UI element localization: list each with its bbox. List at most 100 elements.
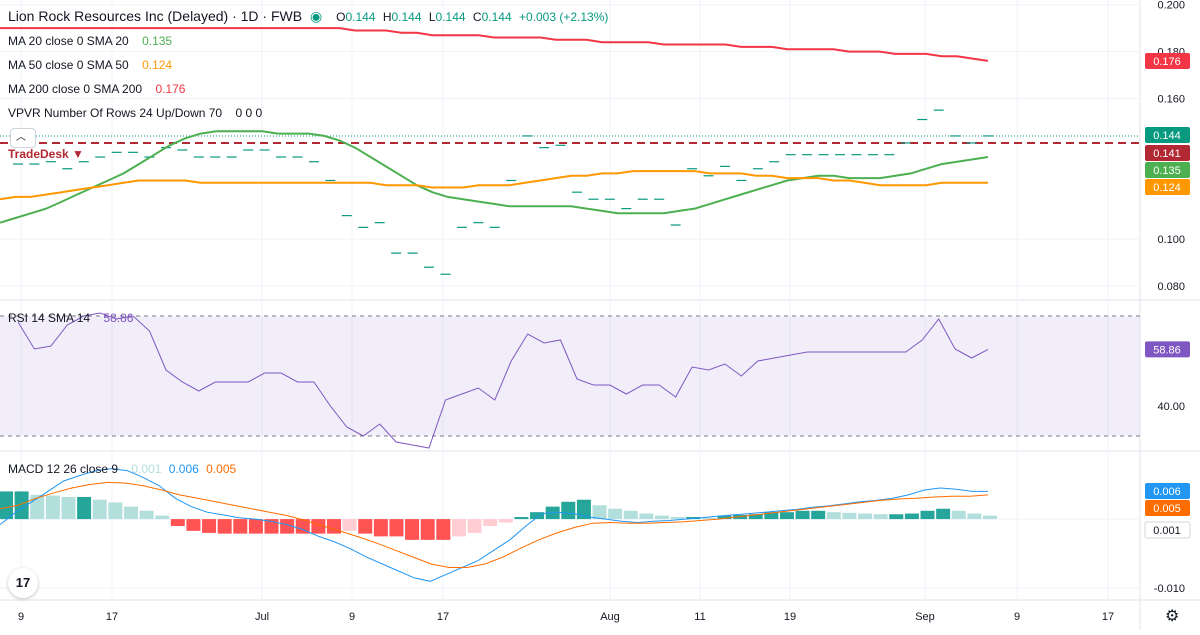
legend-vpvr[interactable]: VPVR Number Of Rows 24 Up/Down 70 0 0 0 bbox=[8, 106, 266, 120]
macd-histogram-bar[interactable] bbox=[779, 512, 794, 520]
macd-histogram-bar[interactable] bbox=[202, 519, 217, 533]
macd-histogram-bar[interactable] bbox=[92, 499, 107, 520]
price-tag: 0.141 bbox=[1145, 145, 1190, 161]
price-tags: 0.176 0.144 0.141 0.135 0.124 58.86 0.006 0.005… bbox=[1144, 53, 1191, 539]
macd-histogram-bar[interactable] bbox=[77, 496, 92, 520]
macd-histogram-bar[interactable] bbox=[233, 519, 248, 534]
macd-histogram-bar[interactable] bbox=[748, 514, 763, 520]
macd-histogram-bar[interactable] bbox=[904, 513, 919, 520]
macd-histogram-bar[interactable] bbox=[623, 510, 638, 520]
rsi-line[interactable] bbox=[17, 312, 989, 449]
gear-icon[interactable]: ⚙ bbox=[1165, 608, 1180, 625]
macd-histogram-bar[interactable] bbox=[264, 519, 279, 534]
ma20-line[interactable] bbox=[0, 130, 989, 224]
macd-histogram-bar[interactable] bbox=[701, 517, 716, 520]
macd-histogram-bar[interactable] bbox=[327, 519, 341, 534]
macd-histogram-bar[interactable] bbox=[311, 519, 326, 534]
macd-line[interactable] bbox=[0, 468, 988, 582]
macd-histogram-bar[interactable] bbox=[498, 519, 513, 523]
macd-histogram-bar[interactable] bbox=[61, 496, 76, 520]
macd-histogram-bar[interactable] bbox=[936, 508, 951, 520]
macd-histogram-bar[interactable] bbox=[436, 519, 451, 540]
macd-histogram-bar[interactable] bbox=[186, 519, 201, 531]
macd-histogram-bar[interactable] bbox=[108, 502, 123, 520]
rsi-tick-label: 40.00 bbox=[1157, 401, 1185, 413]
macd-histogram-bar[interactable] bbox=[389, 519, 404, 537]
macd-histogram-bar[interactable] bbox=[170, 519, 185, 526]
price-tag-text: 0.144 bbox=[1153, 130, 1181, 142]
macd-histogram-bar[interactable] bbox=[248, 519, 263, 534]
macd-histogram-bar[interactable] bbox=[139, 510, 154, 520]
macd-histogram-bar[interactable] bbox=[670, 517, 685, 520]
macd-histogram-bar[interactable] bbox=[123, 506, 138, 520]
macd-histogram-bar[interactable] bbox=[811, 510, 826, 520]
legend-ma50[interactable]: MA 50 close 0 SMA 50 0.124 bbox=[8, 58, 176, 72]
macd-histogram-bar[interactable] bbox=[826, 512, 841, 520]
macd-histogram-bar[interactable] bbox=[967, 513, 982, 520]
macd-histogram-bar[interactable] bbox=[530, 512, 545, 520]
macd-histogram-bar[interactable] bbox=[873, 514, 888, 520]
macd-panel[interactable] bbox=[0, 468, 997, 582]
macd-histogram-bar[interactable] bbox=[561, 501, 576, 520]
macd-tag-bg bbox=[1145, 500, 1190, 516]
macd-histogram-bar[interactable] bbox=[764, 512, 779, 520]
macd-histogram-bar[interactable] bbox=[920, 510, 935, 520]
macd-histogram-bar[interactable] bbox=[217, 519, 232, 534]
macd-histogram-bar[interactable] bbox=[592, 505, 607, 520]
macd-histogram-bar[interactable] bbox=[655, 515, 669, 520]
price-tag-bg bbox=[1145, 53, 1190, 69]
collapse-legend-button[interactable]: ︿ bbox=[10, 128, 36, 148]
macd-histogram-bar[interactable] bbox=[951, 510, 966, 520]
macd-histogram-bar[interactable] bbox=[842, 512, 857, 520]
macd-histogram-bar[interactable] bbox=[639, 513, 654, 520]
macd-histogram-bar[interactable] bbox=[795, 510, 810, 520]
macd-tick-label: -0.010 bbox=[1154, 583, 1185, 595]
macd-histogram-bar[interactable] bbox=[280, 519, 295, 534]
macd-histogram-bar[interactable] bbox=[342, 519, 357, 531]
macd-histogram-bar[interactable] bbox=[295, 519, 310, 534]
macd-histogram-bar[interactable] bbox=[45, 495, 60, 520]
macd-histogram-bar[interactable] bbox=[983, 515, 997, 520]
signal-line[interactable] bbox=[0, 481, 989, 568]
macd-histogram-bar[interactable] bbox=[373, 519, 388, 537]
macd-histogram-bar[interactable] bbox=[889, 514, 904, 520]
macd-histogram-bar[interactable] bbox=[608, 508, 623, 520]
macd-histogram-bar[interactable] bbox=[405, 519, 420, 540]
price-panel[interactable] bbox=[0, 27, 1140, 275]
legend-ma200[interactable]: MA 200 close 0 SMA 200 0.176 bbox=[8, 82, 189, 96]
time-tick-label: Aug bbox=[600, 611, 620, 623]
time-tick-label: 19 bbox=[784, 611, 796, 623]
macd-histogram-bar[interactable] bbox=[483, 519, 498, 526]
ma200-label: MA 200 close 0 SMA 200 bbox=[8, 82, 143, 96]
macd-histogram-bar[interactable] bbox=[14, 491, 29, 520]
open-label: O bbox=[336, 10, 346, 24]
macd-histogram-bar[interactable] bbox=[576, 499, 591, 520]
tradingview-logo-icon[interactable]: 17 bbox=[8, 568, 38, 598]
ma200-line[interactable] bbox=[0, 27, 989, 62]
rsi-tag: 58.86 bbox=[1145, 341, 1190, 358]
ma50-value: 0.124 bbox=[142, 58, 173, 72]
macd-histogram-bar[interactable] bbox=[0, 491, 13, 520]
macd-histogram-bar[interactable] bbox=[420, 519, 435, 540]
macd-histogram-bar[interactable] bbox=[717, 515, 732, 520]
macd-tag-bg bbox=[1145, 483, 1190, 499]
symbol-title[interactable]: Lion Rock Resources Inc (Delayed) · 1D ·… bbox=[8, 8, 303, 24]
legend-ma20[interactable]: MA 20 close 0 SMA 20 0.135 bbox=[8, 34, 176, 48]
low-value: 0.144 bbox=[435, 10, 466, 24]
macd-histogram-bar[interactable] bbox=[358, 519, 373, 534]
macd-histogram-bar[interactable] bbox=[451, 519, 466, 537]
macd-tag-text: 0.006 bbox=[1153, 486, 1181, 498]
macd-histogram-bar[interactable] bbox=[514, 517, 529, 520]
legend-macd[interactable]: MACD 12 26 close 9 0.001 0.006 0.005 bbox=[8, 462, 240, 476]
macd-histogram-bar[interactable] bbox=[155, 515, 170, 520]
price-tag-bg bbox=[1145, 162, 1190, 178]
legend-rsi[interactable]: RSI 14 SMA 14 58.86 bbox=[8, 311, 137, 325]
ma50-line[interactable] bbox=[0, 170, 988, 201]
macd-histogram-bar[interactable] bbox=[467, 519, 482, 533]
rsi-panel[interactable] bbox=[0, 312, 1140, 449]
macd-histogram-bar[interactable] bbox=[858, 513, 873, 520]
tradedesk-label[interactable]: TradeDesk ▼ bbox=[8, 147, 84, 161]
time-tick-label: 17 bbox=[1102, 611, 1114, 623]
